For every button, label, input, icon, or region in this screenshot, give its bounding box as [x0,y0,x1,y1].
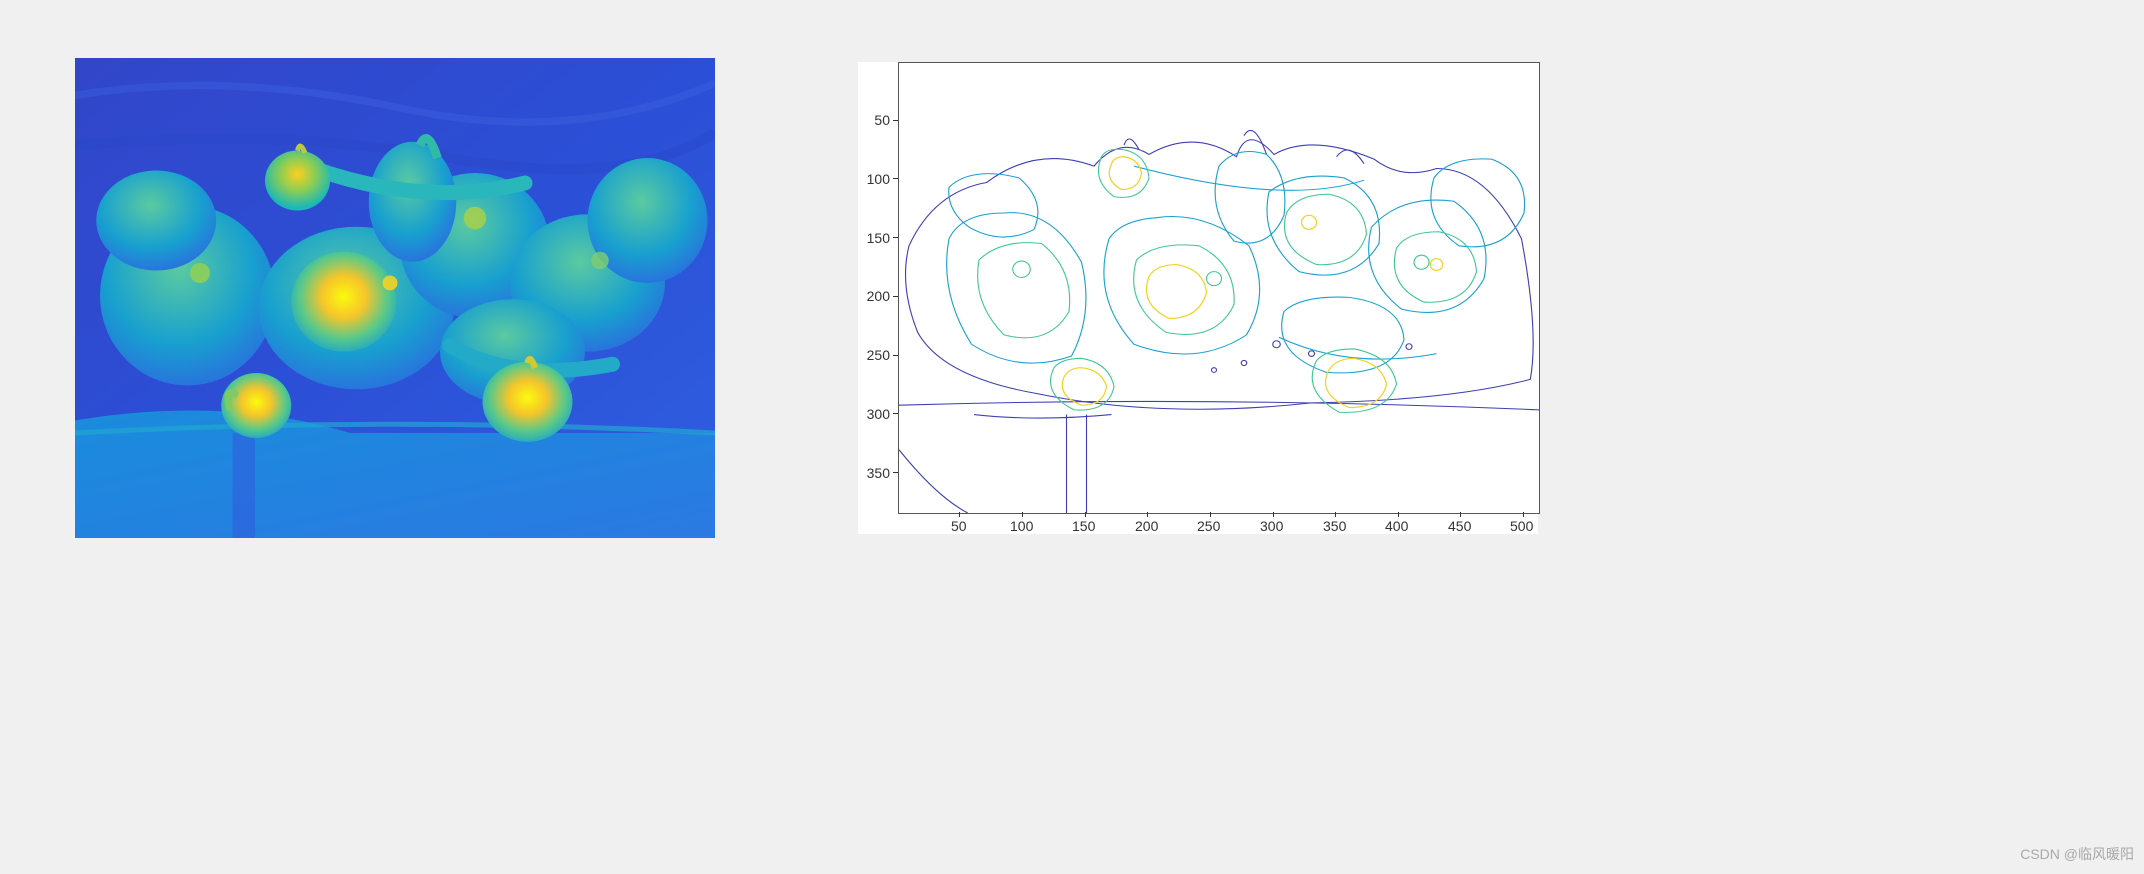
x-tick-label: 450 [1448,518,1471,534]
left-pseudocolor-panel [75,58,715,538]
x-tick-label: 200 [1135,518,1158,534]
contour-svg [899,63,1539,513]
x-tick [1460,512,1461,517]
y-tick [893,178,898,179]
contour-level-210 [1062,157,1442,408]
x-tick-label: 150 [1072,518,1095,534]
contour-axes-box [898,62,1540,514]
x-tick-label: 50 [951,518,967,534]
garlic-right [483,362,573,442]
highlight [383,276,398,291]
y-tick-label: 150 [867,230,890,246]
right-contour-panel: 50 100 150 200 250 300 350 50 100 150 20… [858,62,1538,534]
highlight [190,263,210,283]
x-tick [1523,512,1524,517]
x-tick-label: 500 [1510,518,1533,534]
y-tick [893,120,898,121]
highlight [591,252,609,270]
x-tick [1210,512,1211,517]
y-tick-label: 200 [867,288,890,304]
y-tick [893,472,898,473]
x-tick-label: 100 [1010,518,1033,534]
contour-level-120 [947,152,1525,373]
x-tick-label: 250 [1197,518,1220,534]
x-tick-label: 300 [1260,518,1283,534]
pepper-hot-center [291,252,396,352]
y-tick [893,413,898,414]
y-tick-label: 100 [867,171,890,187]
pepper-left-upper [96,171,216,271]
pseudocolor-svg [75,58,715,538]
onion-top-left [265,151,330,211]
y-tick [893,296,898,297]
x-tick [1147,512,1148,517]
x-tick [1085,512,1086,517]
highlight [464,207,487,230]
watermark-text: CSDN @临风暖阳 [2020,844,2134,864]
y-tick-label: 350 [867,465,890,481]
x-tick [1022,512,1023,517]
y-tick [893,237,898,238]
y-tick-label: 300 [867,406,890,422]
contour-level-60 [899,130,1539,513]
contour-level-160 [978,149,1477,412]
x-tick [1398,512,1399,517]
y-tick [893,355,898,356]
x-tick [1273,512,1274,517]
x-tick [1335,512,1336,517]
x-tick [959,512,960,517]
y-tick-label: 250 [867,347,890,363]
x-tick-label: 350 [1323,518,1346,534]
pepper-tall [369,142,457,262]
y-tick-label: 50 [874,112,890,128]
x-tick-label: 400 [1385,518,1408,534]
